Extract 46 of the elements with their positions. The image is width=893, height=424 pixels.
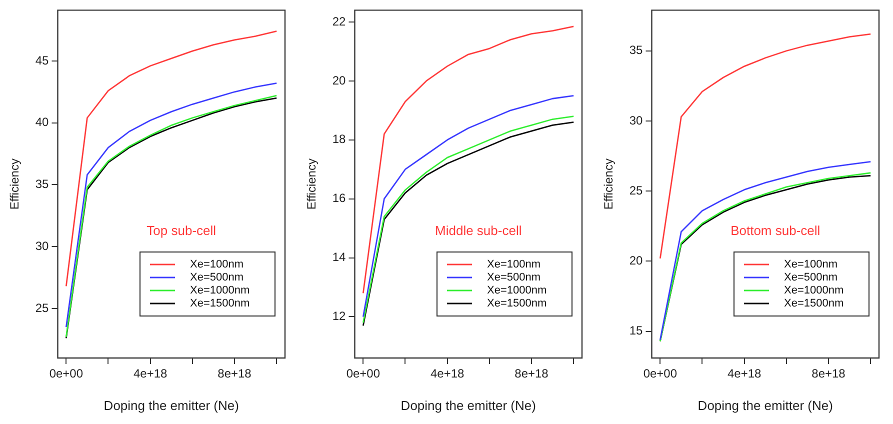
y-tick-label: 25 <box>35 300 50 315</box>
legend-label: Xe=1500nm <box>784 298 844 310</box>
legend-label: Xe=1000nm <box>190 284 250 297</box>
legend-label: Xe=500nm <box>487 272 541 284</box>
legend-label: Xe=100nm <box>487 258 541 271</box>
y-axis-title: Efficiency <box>304 158 319 210</box>
y-tick-label: 22 <box>332 14 346 28</box>
x-tick-label: 0e+00 <box>346 366 380 381</box>
legend-label: Xe=1000nm <box>784 284 844 297</box>
y-tick-label: 35 <box>629 43 644 58</box>
y-tick-label: 40 <box>35 115 50 130</box>
y-tick-label: 35 <box>35 177 50 192</box>
legend-label: Xe=100nm <box>190 258 244 271</box>
y-tick-label: 15 <box>629 324 644 338</box>
annotation: Middle sub-cell <box>435 223 522 238</box>
y-tick-label: 20 <box>332 73 346 88</box>
legend-label: Xe=1000nm <box>487 284 547 297</box>
y-tick-label: 18 <box>332 132 346 146</box>
y-tick-label: 12 <box>332 309 346 324</box>
legend-label: Xe=500nm <box>784 272 838 284</box>
y-tick-label: 20 <box>629 254 644 268</box>
y-tick-label: 30 <box>629 113 644 128</box>
y-axis-title: Efficiency <box>8 158 22 210</box>
x-axis-title: Doping the emitter (Ne) <box>698 398 833 413</box>
x-tick-label: 8e+18 <box>514 366 549 381</box>
x-tick-label: 4e+18 <box>133 366 168 381</box>
legend-label: Xe=500nm <box>190 272 244 284</box>
y-tick-label: 30 <box>35 238 50 253</box>
x-axis-title: Doping the emitter (Ne) <box>400 398 536 413</box>
x-tick-label: 8e+18 <box>812 366 846 381</box>
x-tick-label: 0e+00 <box>49 366 84 381</box>
annotation: Bottom sub-cell <box>730 223 820 238</box>
x-tick-label: 4e+18 <box>430 366 465 381</box>
y-axis-title: Efficiency <box>602 158 616 210</box>
legend-label: Xe=1500nm <box>190 298 250 310</box>
annotation: Top sub-cell <box>146 223 216 238</box>
y-tick-label: 45 <box>35 53 50 68</box>
y-tick-label: 14 <box>332 250 346 264</box>
x-tick-label: 8e+18 <box>218 366 252 381</box>
y-tick-label: 25 <box>629 183 644 198</box>
x-tick-label: 0e+00 <box>643 366 678 381</box>
y-tick-label: 16 <box>332 191 346 206</box>
x-axis-title: Doping the emitter (Ne) <box>104 398 239 413</box>
legend-label: Xe=1500nm <box>487 298 547 310</box>
legend-label: Xe=100nm <box>784 258 838 271</box>
x-tick-label: 4e+18 <box>727 366 762 381</box>
